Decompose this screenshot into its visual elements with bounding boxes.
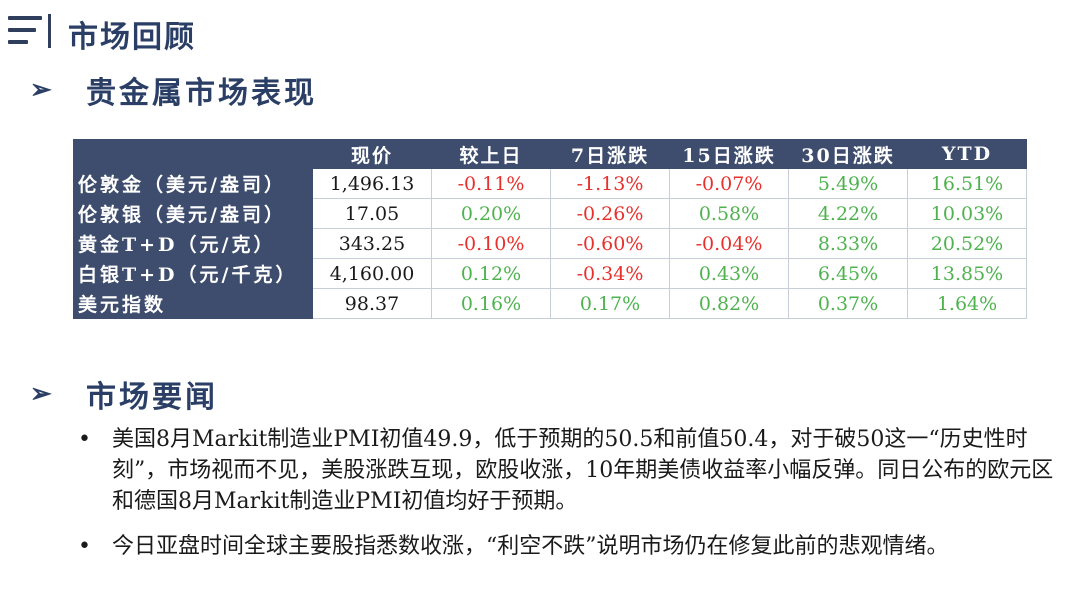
col-header: YTD bbox=[907, 139, 1027, 169]
row-label: 伦敦银（美元/盎司） bbox=[73, 198, 313, 229]
col-header: 7日涨跌 bbox=[550, 139, 670, 169]
change-cell: 0.37% bbox=[788, 288, 908, 319]
col-header: 现价 bbox=[312, 139, 432, 169]
change-cell: -0.11% bbox=[431, 168, 551, 199]
change-cell: 16.51% bbox=[907, 168, 1027, 199]
change-cell: -0.07% bbox=[669, 168, 789, 199]
change-cell: -0.10% bbox=[431, 228, 551, 259]
col-header: 15日涨跌 bbox=[669, 139, 789, 169]
arrow-bullet-icon: ➢ bbox=[30, 379, 55, 409]
col-header: 30日涨跌 bbox=[788, 139, 908, 169]
table-row: 伦敦金（美元/盎司） 1,496.13 -0.11% -1.13% -0.07%… bbox=[73, 168, 1027, 199]
change-cell: 13.85% bbox=[907, 258, 1027, 289]
change-cell: 6.45% bbox=[788, 258, 908, 289]
change-cell: -0.34% bbox=[550, 258, 670, 289]
change-cell: -0.26% bbox=[550, 198, 670, 229]
price-cell: 4,160.00 bbox=[312, 258, 432, 289]
table-row: 黄金T+D（元/克） 343.25 -0.10% -0.60% -0.04% 8… bbox=[73, 228, 1027, 259]
table-row: 白银T+D（元/千克） 4,160.00 0.12% -0.34% 0.43% … bbox=[73, 258, 1027, 289]
price-cell: 1,496.13 bbox=[312, 168, 432, 199]
logo-icon bbox=[8, 14, 51, 48]
change-cell: 10.03% bbox=[907, 198, 1027, 229]
row-label: 白银T+D（元/千克） bbox=[73, 258, 313, 289]
row-label: 黄金T+D（元/克） bbox=[73, 228, 313, 259]
bullet-icon: • bbox=[78, 427, 91, 452]
section-heading-precious-metals: ➢ 贵金属市场表现 bbox=[30, 68, 317, 112]
list-item: • 今日亚盘时间全球主要股指悉数收涨，“利空不跌”说明市场仍在修复此前的悲观情绪… bbox=[70, 531, 1060, 562]
table-header-row: 现价 较上日 7日涨跌 15日涨跌 30日涨跌 YTD bbox=[73, 139, 1027, 169]
change-cell: 0.17% bbox=[550, 288, 670, 319]
list-item: • 美国8月Markit制造业PMI初值49.9，低于预期的50.5和前值50.… bbox=[70, 424, 1060, 517]
change-cell: 1.64% bbox=[907, 288, 1027, 319]
change-cell: 0.12% bbox=[431, 258, 551, 289]
arrow-bullet-icon: ➢ bbox=[30, 75, 55, 105]
page-title: 市场回顾 bbox=[68, 20, 196, 55]
news-text: 美国8月Markit制造业PMI初值49.9，低于预期的50.5和前值50.4，… bbox=[112, 427, 1054, 514]
price-cell: 98.37 bbox=[312, 288, 432, 319]
change-cell: 20.52% bbox=[907, 228, 1027, 259]
change-cell: -1.13% bbox=[550, 168, 670, 199]
change-cell: 0.58% bbox=[669, 198, 789, 229]
change-cell: 0.16% bbox=[431, 288, 551, 319]
change-cell: 0.20% bbox=[431, 198, 551, 229]
news-list: • 美国8月Markit制造业PMI初值49.9，低于预期的50.5和前值50.… bbox=[70, 424, 1060, 576]
change-cell: 0.82% bbox=[669, 288, 789, 319]
price-cell: 17.05 bbox=[312, 198, 432, 229]
change-cell: 5.49% bbox=[788, 168, 908, 199]
price-cell: 343.25 bbox=[312, 228, 432, 259]
table-row: 美元指数 98.37 0.16% 0.17% 0.82% 0.37% 1.64% bbox=[73, 288, 1027, 319]
change-cell: -0.04% bbox=[669, 228, 789, 259]
news-text: 今日亚盘时间全球主要股指悉数收涨，“利空不跌”说明市场仍在修复此前的悲观情绪。 bbox=[112, 534, 949, 559]
section-title: 贵金属市场表现 bbox=[86, 76, 317, 111]
table-row: 伦敦银（美元/盎司） 17.05 0.20% -0.26% 0.58% 4.22… bbox=[73, 198, 1027, 229]
header-corner bbox=[73, 139, 313, 169]
change-cell: 0.43% bbox=[669, 258, 789, 289]
col-header: 较上日 bbox=[431, 139, 551, 169]
change-cell: 8.33% bbox=[788, 228, 908, 259]
row-label: 美元指数 bbox=[73, 288, 313, 319]
change-cell: 4.22% bbox=[788, 198, 908, 229]
section-heading-market-news: ➢ 市场要闻 bbox=[30, 372, 218, 416]
market-table: 现价 较上日 7日涨跌 15日涨跌 30日涨跌 YTD 伦敦金（美元/盎司） 1… bbox=[73, 139, 1027, 319]
change-cell: -0.60% bbox=[550, 228, 670, 259]
section-title: 市场要闻 bbox=[86, 380, 218, 415]
bullet-icon: • bbox=[78, 534, 91, 559]
row-label: 伦敦金（美元/盎司） bbox=[73, 168, 313, 199]
